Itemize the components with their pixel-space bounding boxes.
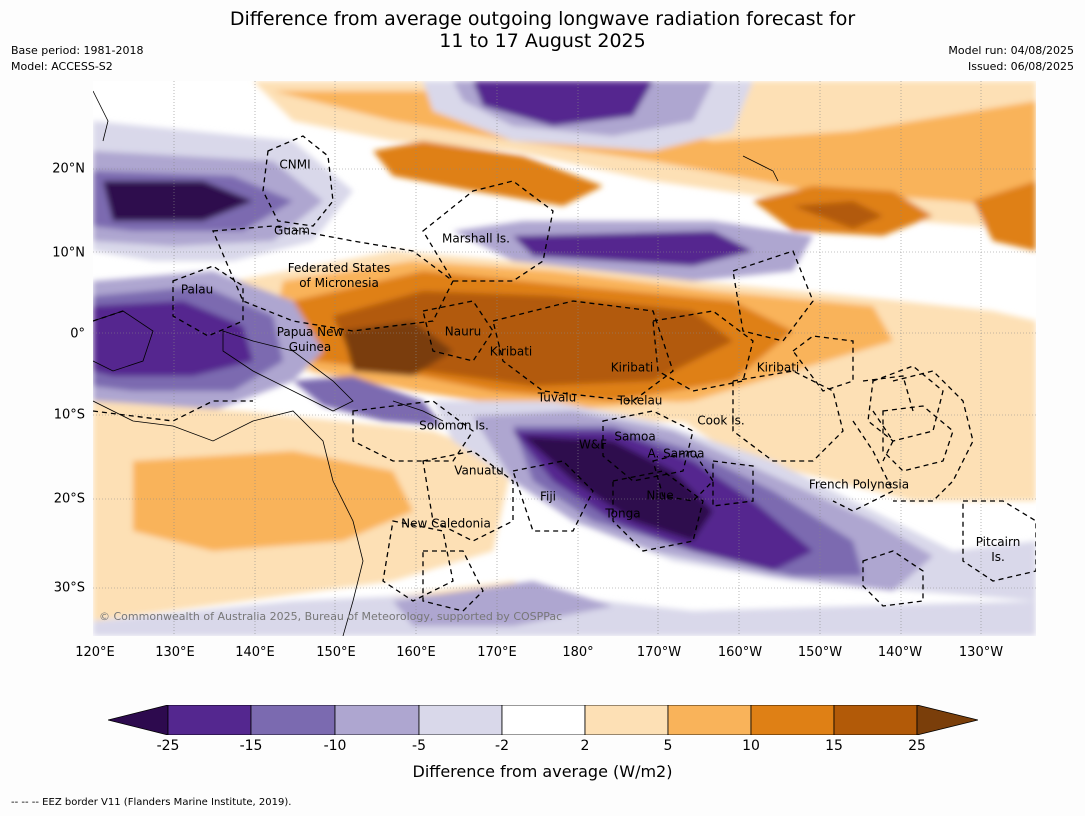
region-label: Marshall Is.	[442, 231, 510, 246]
chart-title: Difference from average outgoing longwav…	[0, 8, 1085, 52]
colorbar-bin	[584, 705, 669, 735]
colorbar-low-extend	[108, 705, 169, 735]
issued-date: Issued: 06/08/2025	[967, 60, 1074, 73]
y-tick: 30°S	[53, 580, 85, 596]
model-run: Model run: 04/08/2025	[948, 44, 1074, 57]
colorbar	[108, 705, 978, 735]
region-label: Fiji	[539, 489, 557, 504]
colorbar-tick: -5	[412, 738, 426, 754]
region-label: Papua New Guinea	[276, 325, 344, 354]
x-tick: 150°E	[316, 645, 356, 660]
x-tick: 120°E	[75, 645, 115, 660]
colorbar-label: Difference from average (W/m2)	[412, 762, 673, 781]
anomaly-contours	[93, 81, 1036, 636]
region-label: Cook Is.	[697, 413, 745, 428]
colorbar-tick: 25	[908, 738, 926, 754]
x-tick: 160°W	[717, 645, 763, 660]
colorbar-tick: -15	[239, 738, 263, 754]
region-label: Tonga	[605, 506, 641, 521]
x-tick: 170°E	[477, 645, 517, 660]
region-label: Vanuatu	[454, 463, 504, 478]
x-tick: 140°W	[877, 645, 923, 660]
y-tick: 0°	[70, 326, 85, 342]
copyright-notice: © Commonwealth of Australia 2025, Bureau…	[99, 610, 563, 623]
region-label: Nauru	[444, 324, 482, 339]
colorbar-bin	[750, 705, 835, 735]
region-label: CNMI	[279, 157, 311, 172]
region-label: W&F	[578, 437, 608, 452]
region-label: Tokelau	[617, 393, 663, 408]
graticule	[93, 81, 1036, 636]
x-tick: 140°E	[235, 645, 275, 660]
y-tick: 20°S	[53, 491, 85, 507]
x-tick: 170°W	[636, 645, 682, 660]
region-label: New Caledonia	[401, 516, 491, 531]
colorbar-tick: -25	[156, 738, 180, 754]
region-label: Kiribati	[756, 360, 800, 375]
meta-right: Model run: 04/08/2025 Issued: 06/08/2025	[948, 43, 1074, 75]
region-label: Kiribati	[610, 360, 654, 375]
region-label: Federated States of Micronesia	[287, 261, 391, 290]
title-line-2: 11 to 17 August 2025	[439, 30, 646, 52]
region-label: Palau	[180, 282, 214, 297]
colorbar-bin	[833, 705, 918, 735]
region-label: Pitcairn Is.	[975, 535, 1021, 564]
region-label: Kiribati	[489, 344, 533, 359]
colorbar-bin	[667, 705, 752, 735]
colorbar-tick: 5	[663, 738, 673, 754]
colorbar-bin	[334, 705, 420, 735]
model-name: Model: ACCESS-S2	[11, 60, 113, 73]
x-tick: 180°	[562, 645, 594, 660]
region-label: Solomon Is.	[419, 418, 489, 433]
y-tick: 10°N	[52, 245, 85, 261]
colorbar-tick: 15	[825, 738, 843, 754]
colorbar-tick: -2	[495, 738, 509, 754]
title-line-1: Difference from average outgoing longwav…	[229, 8, 856, 30]
colorbar-bin	[418, 705, 503, 735]
map-panel	[93, 81, 1036, 636]
coastlines	[93, 90, 779, 636]
meta-left: Base period: 1981-2018 Model: ACCESS-S2	[11, 43, 143, 75]
region-label: Tuvalu	[537, 390, 577, 405]
y-tick: 20°N	[52, 161, 85, 177]
base-period: Base period: 1981-2018	[11, 44, 144, 57]
colorbar-bin	[501, 705, 586, 735]
colorbar-tick: 10	[742, 738, 760, 754]
colorbar-tick: 2	[580, 738, 590, 754]
y-tick: 10°S	[53, 407, 85, 423]
eez-legend-note: -- -- -- EEZ border V11 (Flanders Marine…	[11, 797, 292, 808]
region-label: A. Samoa	[647, 446, 705, 461]
x-tick: 130°E	[155, 645, 195, 660]
map-field	[93, 81, 1036, 636]
colorbar-bin	[250, 705, 336, 735]
x-tick: 130°W	[958, 645, 1004, 660]
region-label: Guam	[274, 223, 310, 238]
colorbar-tick: -10	[323, 738, 347, 754]
x-tick: 160°E	[396, 645, 436, 660]
region-label: Samoa	[614, 429, 656, 444]
colorbar-high-extend	[916, 705, 978, 735]
region-label: French Polynesia	[808, 477, 910, 492]
region-label: Niue	[646, 488, 674, 503]
x-tick: 150°W	[797, 645, 843, 660]
colorbar-bin	[167, 705, 252, 735]
eez-borders	[93, 135, 1036, 612]
